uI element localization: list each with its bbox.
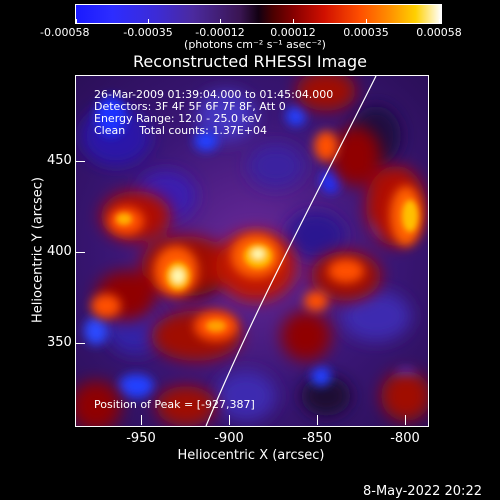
y-tick-label: 400 [47,244,72,259]
x-axis-label: Heliocentric X (arcsec) [177,448,325,463]
y-tick-label: 450 [47,153,72,168]
colorbar-tick-label: 0.00012 [270,26,316,39]
x-tick-label: -900 [214,431,244,446]
x-tick-label: -850 [302,431,332,446]
colorbar-tick-label: -0.00035 [123,26,173,39]
info-energy-range: Energy Range: 12.0 - 25.0 keV [94,112,262,125]
colorbar-tick-label: -0.00012 [195,26,245,39]
y-tick-label: 350 [47,335,72,350]
rhessi-image-plot [75,75,429,427]
colorbar [75,4,442,24]
emission-peak [116,200,418,332]
y-axis-label: Heliocentric Y (arcsec) [30,177,46,323]
x-tick-label: -800 [390,431,420,446]
colorbar-tick-label: 0.00058 [416,26,462,39]
info-detectors: Detectors: 3F 4F 5F 6F 7F 8F, Att 0 [94,100,286,113]
footer-date: 8-May-2022 20:22 [363,484,482,499]
image-title: Reconstructed RHESSI Image [133,52,367,71]
info-clean-counts: Clean Total counts: 1.37E+04 [94,124,268,137]
colorbar-tick-label: -0.00058 [40,26,90,39]
image-canvas [76,76,428,426]
peak-position: Position of Peak = [-927,387] [94,398,255,411]
solar-limb-curve [205,76,377,426]
info-time-range: 26-Mar-2009 01:39:04.000 to 01:45:04.000 [94,88,334,101]
x-tick-label: -950 [126,431,156,446]
colorbar-tick-label: 0.00035 [343,26,389,39]
colorbar-units: (photons cm⁻² s⁻¹ asec⁻²) [184,38,326,51]
